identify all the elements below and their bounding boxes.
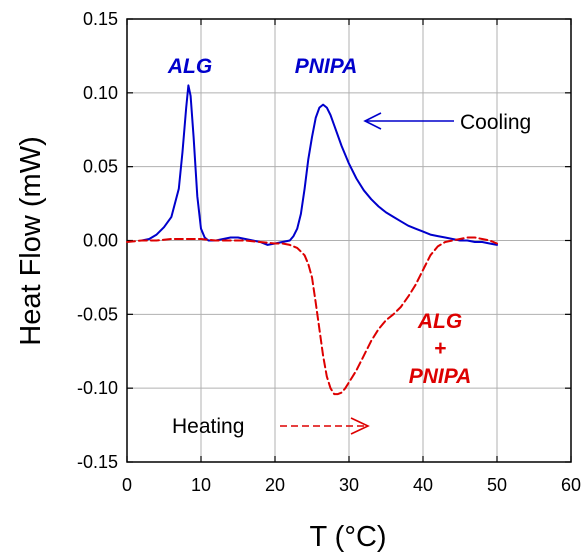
annotation-plus-heating: + — [434, 337, 446, 360]
annotation-alg-cooling: ALG — [167, 55, 212, 78]
series-line-cooling — [140, 84, 498, 246]
grid-lines — [127, 19, 571, 462]
series-line-heating — [126, 236, 498, 396]
heating-arrow — [280, 417, 370, 435]
y-axis-label: Heat Flow (mW) — [15, 136, 47, 345]
y-tick-label: -0.05 — [77, 304, 118, 324]
annotation-pnipa-heating: PNIPA — [409, 365, 472, 388]
cooling-arrow — [363, 112, 454, 130]
annotation-pnipa-cooling: PNIPA — [295, 55, 358, 78]
x-tick-label: 10 — [191, 475, 211, 495]
y-tick-label: 0.00 — [83, 231, 118, 251]
x-tick-label: 50 — [487, 475, 507, 495]
x-tick-label: 40 — [413, 475, 433, 495]
y-tick-label: 0.10 — [83, 83, 118, 103]
axis-ticks: 0 10 20 30 40 50 60 0.15 0.10 0.05 0.00 -0.05 -0.10 -… — [77, 9, 581, 495]
x-tick-label: 0 — [122, 475, 132, 495]
x-tick-label: 20 — [265, 475, 285, 495]
x-tick-label: 30 — [339, 475, 359, 495]
x-tick-label: 60 — [561, 475, 581, 495]
y-tick-label: 0.15 — [83, 9, 118, 29]
annotation-heating: Heating — [172, 415, 244, 438]
series-group — [126, 84, 498, 396]
x-axis-label: T (°C) — [309, 521, 386, 553]
y-tick-label: -0.10 — [77, 378, 118, 398]
annotation-cooling: Cooling — [460, 111, 531, 134]
y-tick-label: 0.05 — [83, 157, 118, 177]
annotation-alg-heating: ALG — [417, 310, 462, 333]
y-tick-label: -0.15 — [77, 452, 118, 472]
